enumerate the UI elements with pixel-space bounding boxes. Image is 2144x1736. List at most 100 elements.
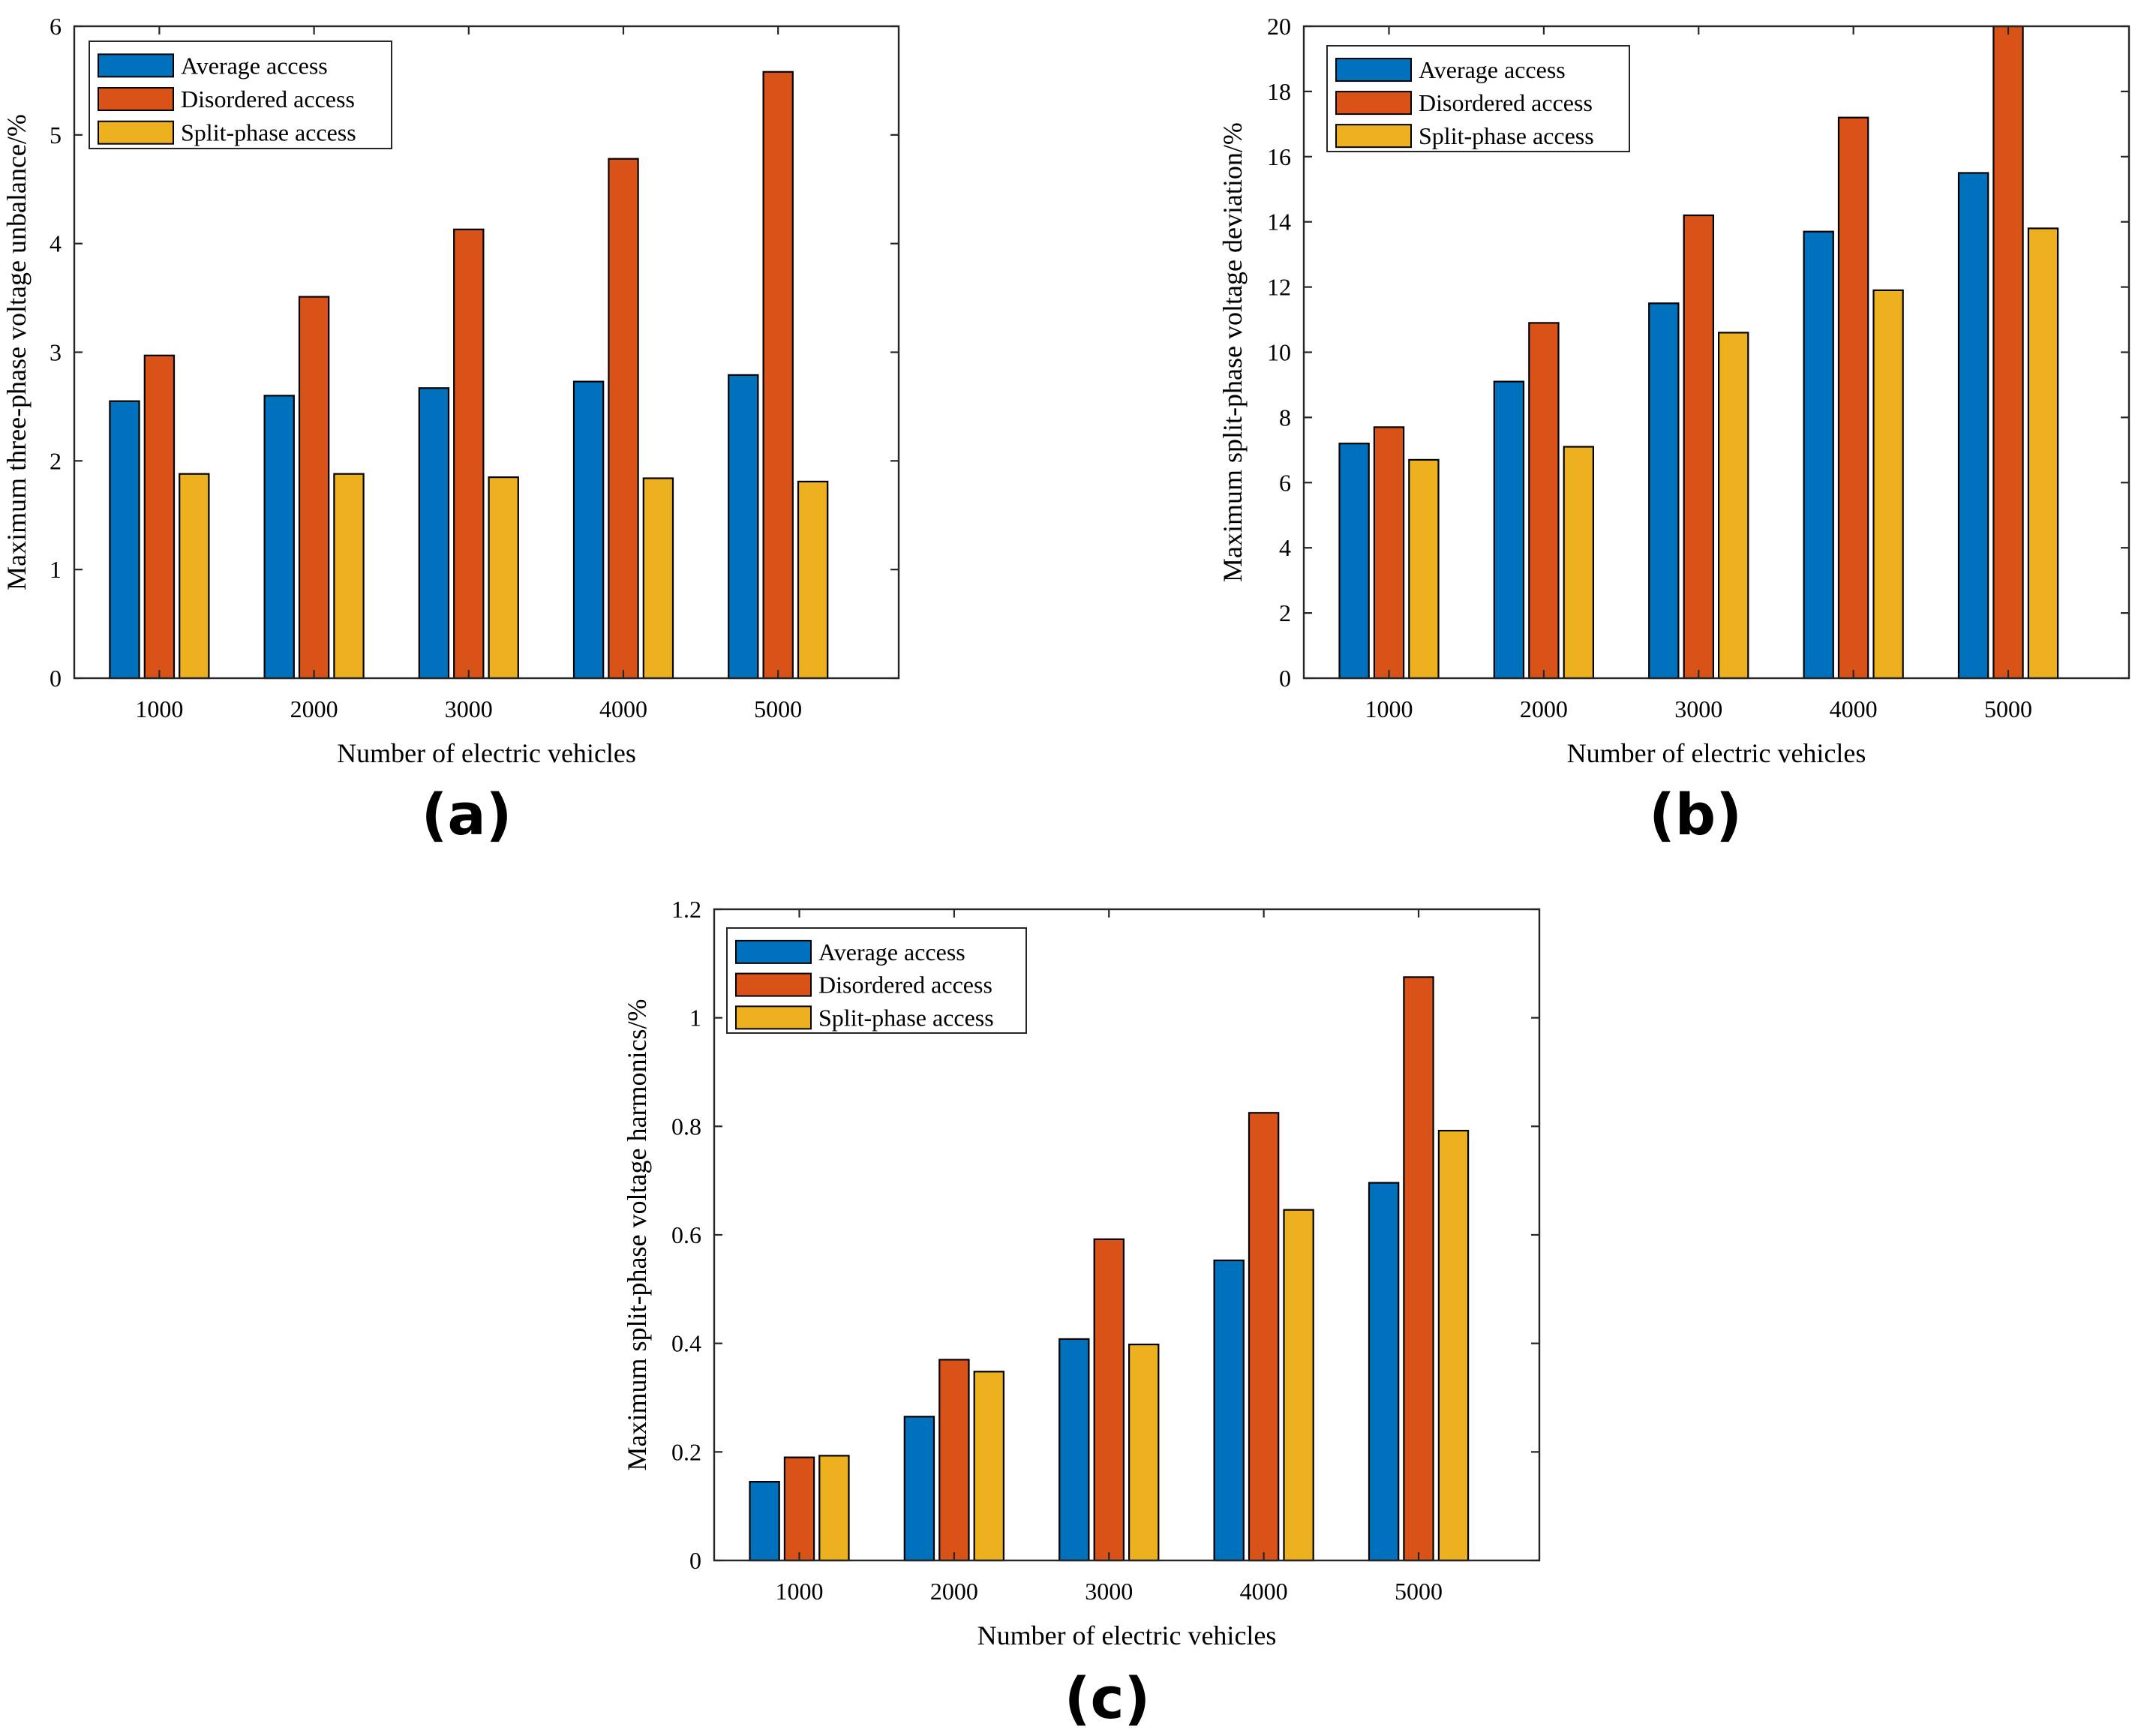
y-tick-label: 6 [50, 13, 62, 40]
bar-split-phase-access-3000 [488, 476, 519, 680]
bar-disordered-access-3000 [1683, 214, 1714, 680]
y-tick-label: 5 [50, 122, 62, 149]
y-tick-label: 4 [50, 230, 62, 257]
x-tick-label: 3000 [1085, 1578, 1133, 1605]
x-tick-label: 2000 [290, 695, 338, 722]
x-axis-label: Number of electric vehicles [337, 738, 636, 768]
legend-label: Average access [1419, 56, 1566, 83]
x-tick-label: 2000 [1520, 695, 1568, 722]
bar-disordered-access-4000 [1248, 1112, 1280, 1562]
bar-split-phase-access-2000 [333, 473, 365, 680]
bar-average-access-2000 [903, 1416, 935, 1562]
legend: Average access Disordered access Split-pha… [1326, 45, 1630, 152]
bar-average-access-2000 [1493, 380, 1525, 680]
x-tick-label: 4000 [599, 695, 647, 722]
y-tick-label: 20 [1267, 13, 1291, 40]
x-tick-label: 3000 [445, 695, 493, 722]
bar-disordered-access-1000 [783, 1456, 815, 1562]
panel-label: (b) [1649, 781, 1742, 848]
y-tick-label: 4 [1279, 534, 1291, 561]
legend-label: Split-phase access [1419, 122, 1594, 149]
y-tick-label: 8 [1279, 404, 1291, 431]
x-tick-label: 4000 [1830, 695, 1878, 722]
bar-disordered-access-3000 [1093, 1238, 1125, 1562]
y-tick-label: 16 [1267, 143, 1291, 170]
bar-average-access-5000 [1957, 172, 1989, 680]
y-tick-label: 0 [689, 1547, 701, 1574]
y-tick-label: 0.8 [671, 1113, 701, 1140]
bar-disordered-access-2000 [938, 1359, 970, 1562]
bar-average-access-1000 [1338, 443, 1370, 680]
bar-average-access-3000 [418, 387, 450, 680]
bar-disordered-access-5000 [762, 71, 794, 680]
y-tick-label: 3 [50, 339, 62, 366]
y-tick-label: 2 [50, 447, 62, 474]
legend-swatch [735, 972, 812, 997]
legend: Average access Disordered access Split-pha… [726, 927, 1027, 1034]
y-tick-label: 18 [1267, 78, 1291, 105]
x-tick-label: 5000 [754, 695, 802, 722]
bar-split-phase-access-4000 [1872, 289, 1904, 680]
y-tick-label: 2 [1279, 599, 1291, 626]
y-tick-label: 12 [1267, 274, 1291, 301]
y-tick-label: 0.2 [671, 1438, 701, 1465]
y-tick-label: 0 [1279, 665, 1291, 692]
bar-split-phase-access-1000 [818, 1455, 850, 1562]
y-tick-label: 6 [1279, 469, 1291, 496]
y-tick-label: 1.2 [671, 896, 701, 923]
bar-average-access-3000 [1058, 1338, 1090, 1562]
bar-average-access-1000 [109, 400, 140, 680]
y-axis-label: Maximum split-phase voltage deviation/% [1218, 122, 1248, 582]
bar-split-phase-access-4000 [1283, 1209, 1314, 1562]
bar-average-access-4000 [572, 380, 605, 680]
bar-disordered-access-5000 [1992, 25, 2024, 680]
bar-split-phase-access-2000 [973, 1371, 1004, 1562]
bar-average-access-4000 [1803, 230, 1834, 680]
legend-label: Disordered access [1419, 89, 1593, 116]
legend-swatch [1335, 58, 1412, 83]
x-tick-label: 1000 [135, 695, 183, 722]
bar-disordered-access-4000 [608, 158, 639, 680]
legend-label: Average access [181, 52, 328, 79]
x-axis-label: Number of electric vehicles [977, 1620, 1277, 1650]
legend-swatch [98, 120, 174, 145]
y-tick-label: 14 [1267, 209, 1291, 236]
bar-disordered-access-2000 [298, 296, 330, 680]
y-tick-label: 0 [50, 665, 62, 692]
bar-split-phase-access-3000 [1128, 1343, 1160, 1562]
x-axis-label: Number of electric vehicles [1567, 738, 1866, 768]
x-tick-label: 1000 [1365, 695, 1413, 722]
legend-swatch [98, 53, 174, 78]
bar-disordered-access-1000 [143, 354, 176, 680]
bar-split-phase-access-3000 [1718, 332, 1749, 680]
y-tick-label: 10 [1267, 339, 1291, 366]
y-tick-label: 0.6 [671, 1221, 701, 1248]
y-axis-label: Maximum split-phase voltage harmonics/% [622, 999, 652, 1471]
bar-split-phase-access-5000 [1437, 1129, 1470, 1562]
chart-panel-3: 0 0.2 0.4 0.6 0.8 1 1.2 1000 2000 3000 4000 5000 Num… [622, 896, 1541, 1731]
y-axis-label: Maximum three-phase voltage unbalance/% [2, 114, 32, 590]
bar-disordered-access-2000 [1528, 322, 1560, 680]
legend-label: Disordered access [181, 86, 355, 113]
bar-split-phase-access-5000 [797, 480, 829, 680]
y-tick-label: 1 [50, 556, 62, 583]
chart-panel-2: 0 2 4 6 8 10 12 14 16 18 20 1000 2000 3000 4000 5000 Num… [1218, 13, 2130, 848]
legend-label: Split-phase access [818, 1004, 994, 1031]
chart-panel-1: 0 1 2 3 4 5 6 1000 2000 3000 4000 5000 Number of ele… [2, 13, 900, 848]
bar-split-phase-access-5000 [2027, 227, 2059, 680]
x-tick-label: 5000 [1395, 1578, 1443, 1605]
legend-label: Disordered access [818, 972, 992, 999]
x-tick-label: 5000 [1984, 695, 2032, 722]
x-tick-label: 4000 [1240, 1578, 1288, 1605]
bar-average-access-5000 [1368, 1182, 1400, 1562]
bar-average-access-1000 [749, 1480, 780, 1562]
bar-split-phase-access-1000 [179, 473, 210, 680]
x-tick-label: 3000 [1674, 695, 1722, 722]
bar-average-access-3000 [1648, 302, 1680, 680]
legend: Average access Disordered access Split-pha… [89, 41, 392, 149]
legend-swatch [735, 939, 812, 964]
bar-disordered-access-3000 [453, 228, 485, 680]
legend-swatch [1335, 91, 1412, 116]
panel-label: (a) [422, 781, 512, 848]
